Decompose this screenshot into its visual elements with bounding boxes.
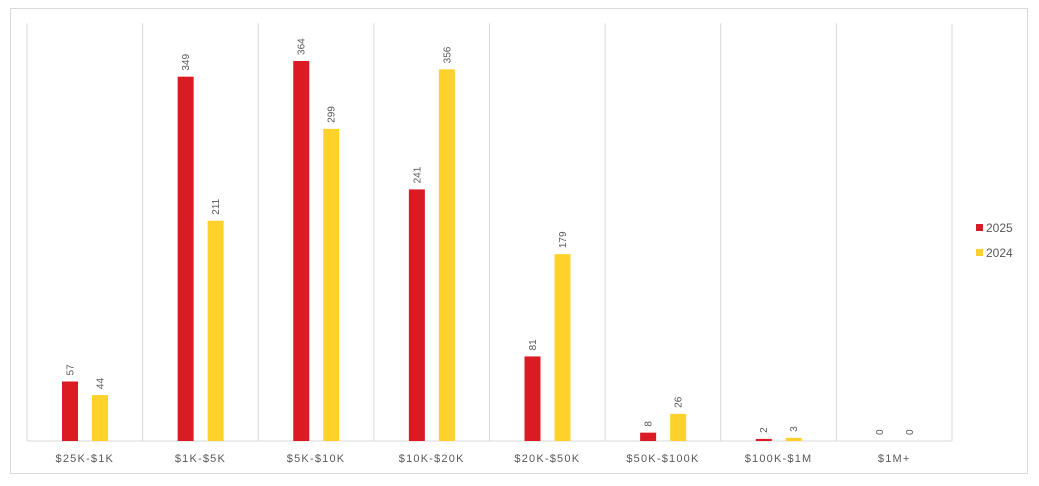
bar-2025 bbox=[640, 432, 657, 441]
bar-2024 bbox=[438, 69, 455, 441]
bar-2025 bbox=[524, 356, 541, 441]
x-tick-label: $50K-$100K bbox=[626, 453, 699, 465]
data-label: 44 bbox=[96, 378, 107, 390]
bar-2025 bbox=[177, 76, 194, 442]
data-label: 2 bbox=[759, 427, 770, 433]
data-label: 349 bbox=[181, 54, 192, 71]
bar-2025 bbox=[293, 60, 310, 441]
data-label: 0 bbox=[875, 429, 886, 435]
bar-2025 bbox=[755, 438, 772, 441]
data-label: 356 bbox=[442, 46, 453, 63]
x-tick-label: $1M+ bbox=[878, 453, 911, 465]
bar-2024 bbox=[207, 220, 224, 441]
data-label: 3 bbox=[789, 426, 800, 432]
x-tick-label: $25K-$1K bbox=[56, 453, 115, 465]
data-label: 299 bbox=[327, 106, 338, 123]
data-label: 364 bbox=[297, 38, 308, 55]
data-label: 57 bbox=[66, 364, 77, 376]
legend-swatch-2024 bbox=[976, 249, 983, 256]
legend-label: 2025 bbox=[986, 221, 1013, 235]
x-tick-label: $5K-$10K bbox=[287, 453, 346, 465]
bar-2024 bbox=[92, 395, 108, 441]
data-label: 241 bbox=[412, 166, 423, 183]
data-label: 211 bbox=[211, 198, 222, 214]
bar-2024 bbox=[323, 128, 340, 441]
chart-frame bbox=[10, 8, 1028, 474]
bar-2024 bbox=[670, 413, 687, 441]
x-tick-label: $1K-$5K bbox=[175, 453, 226, 465]
data-label: 81 bbox=[528, 339, 539, 351]
x-tick-label: $10K-$20K bbox=[399, 453, 465, 465]
data-label: 8 bbox=[644, 421, 655, 427]
bar-2024 bbox=[785, 437, 802, 441]
bar-2025 bbox=[408, 189, 425, 441]
legend-label: 2024 bbox=[986, 246, 1013, 260]
data-label: 179 bbox=[558, 231, 569, 248]
bar-2024 bbox=[554, 254, 571, 441]
bar-2025 bbox=[62, 381, 78, 441]
x-tick-label: $20K-$50K bbox=[514, 453, 580, 465]
data-label: 0 bbox=[905, 429, 916, 435]
legend-swatch-2025 bbox=[976, 224, 983, 231]
x-tick-label: $100K-$1M bbox=[745, 453, 813, 465]
data-label: 26 bbox=[674, 396, 685, 408]
